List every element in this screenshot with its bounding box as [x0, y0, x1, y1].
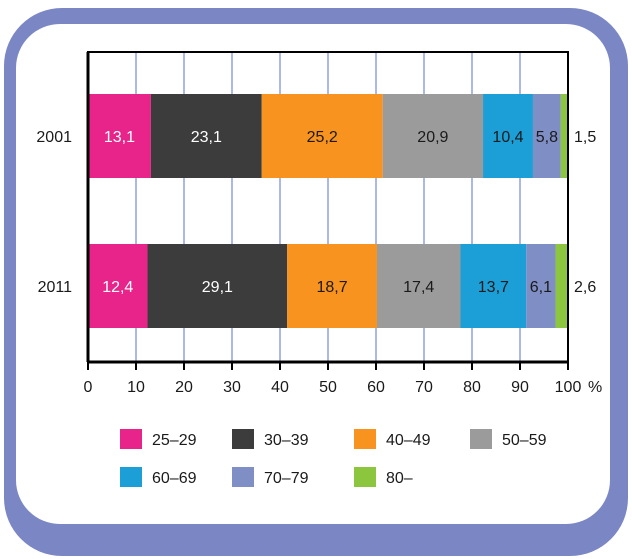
category-label: 2011: [38, 279, 73, 296]
legend-swatch: [232, 429, 254, 449]
data-label: 25,2: [307, 129, 338, 146]
data-label: 13,7: [478, 279, 509, 296]
category-label: 2001: [36, 129, 72, 146]
legend-swatch: [120, 429, 142, 449]
legend-swatch: [354, 467, 376, 487]
bar-segment: [483, 94, 533, 178]
data-label: 20,9: [417, 129, 448, 146]
legend-label: 25–29: [152, 432, 197, 449]
data-label: 13,1: [104, 129, 135, 146]
bar-segment: [88, 244, 148, 328]
x-tick-label: 70: [415, 379, 433, 396]
bar-segment: [147, 244, 288, 328]
bar-segment: [532, 94, 561, 178]
data-label: 10,4: [492, 129, 523, 146]
x-tick-label: 30: [223, 379, 241, 396]
legend-label: 70–79: [264, 470, 309, 487]
bar-segment: [460, 244, 527, 328]
x-tick-label: 40: [271, 379, 289, 396]
legend-label: 60–69: [152, 470, 197, 487]
x-tick-label: 0: [84, 379, 93, 396]
x-tick-label: 10: [127, 379, 145, 396]
bar-segment: [526, 244, 556, 328]
bar-segment: [88, 94, 151, 178]
legend-label: 80–: [386, 470, 413, 487]
bar-segment: [261, 94, 383, 178]
data-label: 29,1: [202, 279, 233, 296]
x-tick-label: 90: [511, 379, 529, 396]
bar-segment: [287, 244, 377, 328]
legend-swatch: [232, 467, 254, 487]
x-tick-label: 50: [319, 379, 337, 396]
x-tick-label: 80: [463, 379, 481, 396]
data-label: 2,6: [574, 279, 596, 296]
data-label: 6,1: [530, 279, 552, 296]
data-label: 23,1: [191, 129, 222, 146]
x-tick-label: 100: [555, 379, 582, 396]
data-label: 18,7: [317, 279, 348, 296]
x-tick-label: 60: [367, 379, 385, 396]
legend-label: 50–59: [502, 432, 547, 449]
bar-segment: [150, 94, 262, 178]
legend-swatch: [354, 429, 376, 449]
bar-segment: [555, 244, 568, 328]
legend-label: 40–49: [386, 432, 431, 449]
plot-area: 2001 2011 13,1 23,1 25,2 20,9 10,4 5,8 1,5 12,4 29…: [36, 51, 602, 396]
legend: 25–29 30–39 40–49 50–59 60–69 70–79 80–: [120, 429, 547, 487]
legend-swatch: [120, 467, 142, 487]
data-label: 17,4: [403, 279, 434, 296]
legend-swatch: [470, 429, 492, 449]
x-tick-label: 20: [175, 379, 193, 396]
bar-segment: [376, 244, 461, 328]
bar-segment: [382, 94, 484, 178]
legend-label: 30–39: [264, 432, 309, 449]
data-label: 1,5: [574, 129, 596, 146]
x-unit-label: %: [588, 379, 602, 396]
data-label: 12,4: [102, 279, 133, 296]
data-label: 5,8: [536, 129, 558, 146]
bar-segment: [560, 94, 568, 178]
